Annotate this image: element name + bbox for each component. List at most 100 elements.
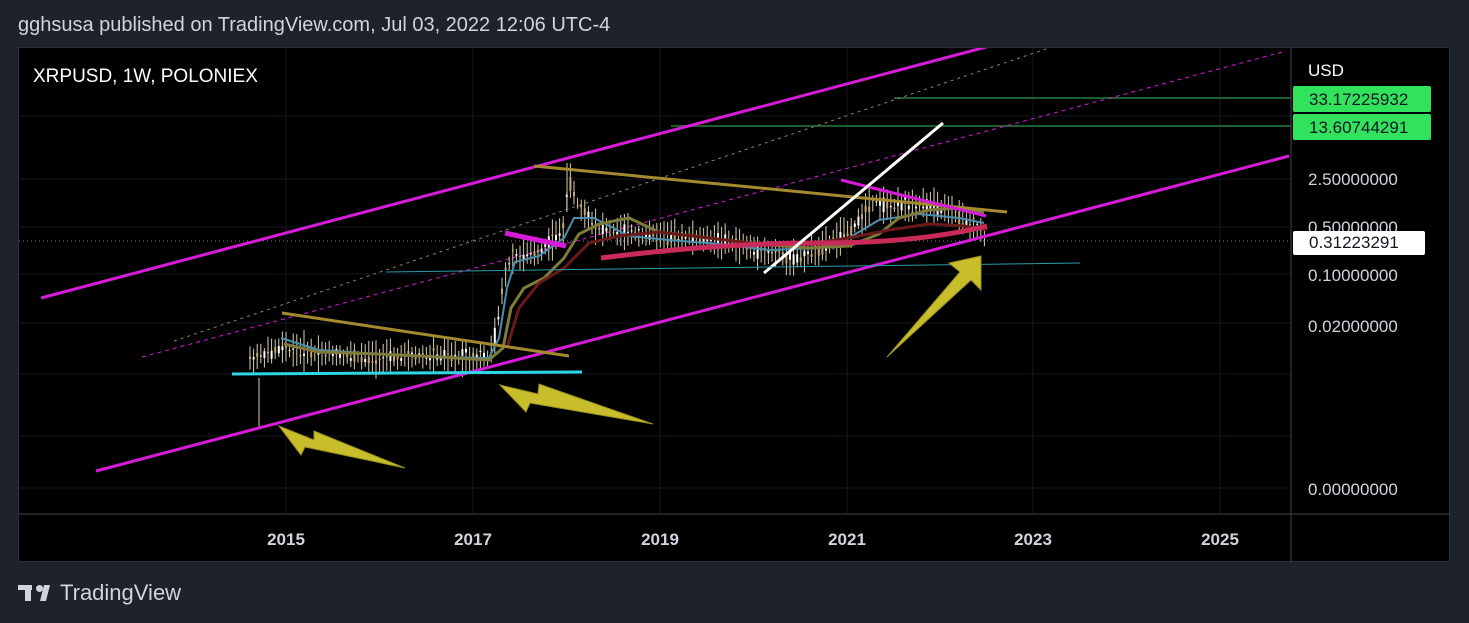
candle-body xyxy=(785,255,788,264)
candle-body xyxy=(569,177,572,191)
candle-body xyxy=(915,206,917,209)
candle-body xyxy=(673,232,676,241)
candle-body xyxy=(886,201,889,209)
white-trendline xyxy=(763,121,944,275)
candle-body xyxy=(907,205,910,210)
candle-body xyxy=(274,347,277,353)
candle-body xyxy=(904,196,907,200)
candle-body xyxy=(360,357,363,363)
candle-body xyxy=(601,224,604,235)
candle-body xyxy=(832,237,835,240)
candle-body xyxy=(846,233,849,237)
candle-body xyxy=(900,202,903,211)
candle-body xyxy=(839,231,842,242)
candle-body xyxy=(670,231,673,242)
candle-body xyxy=(796,254,799,263)
candle-body xyxy=(699,235,701,243)
candle-body xyxy=(609,234,611,236)
candle-body xyxy=(594,227,597,229)
candle-body xyxy=(911,211,914,214)
support-line xyxy=(231,370,583,376)
candle-body xyxy=(475,354,478,359)
candle-body xyxy=(605,227,608,232)
candle-body xyxy=(753,252,755,255)
candle-body xyxy=(598,228,601,230)
candle-body xyxy=(562,223,565,229)
candle-body xyxy=(382,357,385,359)
candle-body xyxy=(339,350,341,358)
candle-body xyxy=(537,250,539,253)
channel-midline xyxy=(141,50,1287,358)
candle-body xyxy=(580,205,583,208)
candle-body xyxy=(414,357,417,360)
candle-body xyxy=(810,253,813,257)
candle-body xyxy=(515,253,518,256)
candle-body xyxy=(623,224,626,234)
chart-panel[interactable]: 2015 2017 2019 2021 2023 2025 2.50000000 0.5000… xyxy=(18,47,1450,562)
candle-body xyxy=(353,349,356,362)
candle-body xyxy=(637,229,640,231)
candle-body xyxy=(879,198,881,206)
candlesticks xyxy=(249,163,986,379)
footer: TradingView xyxy=(18,580,181,606)
price-chart[interactable]: 2015 2017 2019 2021 2023 20252.500000000.5000… xyxy=(19,48,1450,562)
candle-body xyxy=(519,255,521,257)
price-tag-bg xyxy=(1293,231,1425,255)
price-tag-text: 33.17225932 xyxy=(1309,90,1408,109)
candle-body xyxy=(270,350,273,359)
target-price-tag: 13.60744291 xyxy=(1293,114,1431,140)
candle-body xyxy=(709,238,712,241)
candle-body xyxy=(630,230,633,232)
tradingview-logo-icon xyxy=(18,583,52,603)
candle-body xyxy=(533,251,536,256)
candle-body xyxy=(393,353,395,362)
candle-body xyxy=(778,250,781,253)
candle-body xyxy=(281,346,284,351)
candle-body xyxy=(807,251,809,254)
candle-body xyxy=(774,250,777,253)
candle-body xyxy=(439,357,442,361)
candle-body xyxy=(756,244,759,259)
candle-body xyxy=(267,351,269,354)
candle-body xyxy=(461,349,464,356)
candle-body xyxy=(277,346,280,354)
candle-body xyxy=(781,252,784,256)
candle-body xyxy=(591,223,593,225)
candle-body xyxy=(299,354,302,357)
candle-body xyxy=(522,255,525,261)
candle-body xyxy=(677,239,680,241)
candle-body xyxy=(897,200,899,206)
candle-body xyxy=(285,344,287,348)
candle-body xyxy=(259,355,262,357)
x-tick-label: 2023 xyxy=(1014,530,1052,549)
candle-body xyxy=(540,248,543,253)
symbol-title: XRPUSD, 1W, POLONIEX xyxy=(33,66,258,87)
y-tick-label: 0.02000000 xyxy=(1308,317,1398,336)
candle-body xyxy=(969,224,971,227)
candle-body xyxy=(767,250,770,253)
channel-upper xyxy=(40,48,987,300)
candle-body xyxy=(850,225,853,236)
candle-body xyxy=(861,214,863,220)
candle-body xyxy=(385,355,388,358)
candle-body xyxy=(843,233,845,240)
arrow-annotation xyxy=(277,424,406,469)
candle-body xyxy=(771,251,773,254)
candle-body xyxy=(432,348,435,351)
candle-body xyxy=(929,202,932,211)
candle-body xyxy=(792,254,795,265)
candle-body xyxy=(875,201,878,203)
candle-body xyxy=(551,234,554,236)
candle-body xyxy=(324,354,327,357)
candle-body xyxy=(612,232,615,234)
candle-body xyxy=(407,350,410,357)
candle-body xyxy=(479,350,482,353)
candle-body xyxy=(889,205,892,208)
candle-body xyxy=(400,358,403,361)
candle-body xyxy=(976,223,979,225)
candle-body xyxy=(558,233,561,236)
moving-average-olive xyxy=(283,206,985,362)
arrow-annotation xyxy=(886,255,982,358)
candle-body xyxy=(367,356,370,364)
current-price-tag: 0.31223291 xyxy=(1293,231,1425,255)
